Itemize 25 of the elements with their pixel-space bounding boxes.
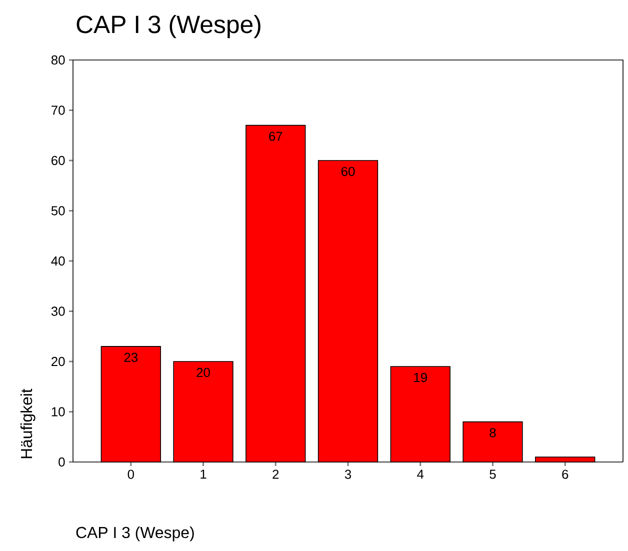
data-label: 20 <box>196 368 210 378</box>
x-tick-label: 6 <box>562 470 568 479</box>
y-axis-title: Häufigkeit <box>20 388 36 458</box>
y-tick-label: 20 <box>52 356 65 366</box>
x-tick-label: 1 <box>200 470 206 479</box>
data-label: 67 <box>269 132 282 141</box>
y-tick-label: 80 <box>51 55 65 65</box>
x-axis-title: CAP I 3 (Wespe) <box>76 526 194 542</box>
data-label: 19 <box>414 372 427 382</box>
y-tick-label: 0 <box>58 457 65 467</box>
x-tick-label: 2 <box>272 470 279 479</box>
data-label: 8 <box>490 428 496 438</box>
chart-title: CAP I 3 (Wespe) <box>76 14 260 38</box>
x-tick-label: 0 <box>128 470 134 479</box>
data-label: 60 <box>341 166 355 176</box>
y-tick-label: 40 <box>51 256 65 266</box>
x-tick-label: 4 <box>417 470 424 479</box>
y-tick-label: 30 <box>51 306 65 316</box>
x-tick-label: 5 <box>490 470 496 479</box>
y-tick-label: 60 <box>52 156 65 166</box>
y-tick-label: 10 <box>52 407 65 416</box>
x-tick-label: 3 <box>344 470 352 479</box>
y-tick-label: 70 <box>52 106 65 115</box>
data-label: 23 <box>124 352 138 362</box>
y-tick-label: 50 <box>51 206 65 216</box>
